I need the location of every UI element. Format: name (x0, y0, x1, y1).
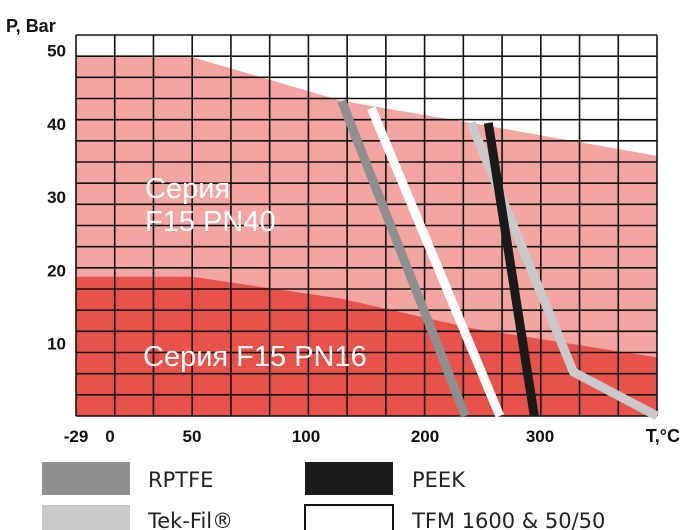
x-tick-label: -29 (64, 427, 89, 446)
region-label-line: F15 PN40 (145, 206, 276, 238)
x-tick-label: 50 (183, 427, 202, 446)
series-line-rptfe (337, 99, 470, 418)
region-label-pn16: Серия F15 PN16 (143, 341, 367, 373)
legend-swatch-tek-fil- (42, 505, 130, 530)
y-tick-label: 30 (47, 188, 66, 207)
regions-layer (76, 57, 657, 416)
x-axis-title: T,°C (646, 426, 680, 446)
legend-swatch-tfm-1600-50-50 (304, 504, 394, 530)
axes-layer: P, Bar 50 40 30 20 10 -29 0 50 100 200 300 T,°C (6, 16, 680, 446)
region-label-pn40: Серия F15 PN40 (145, 173, 276, 238)
series-layer (337, 99, 660, 420)
y-tick-label: 10 (47, 335, 66, 354)
series-line-tfm-1600-50-50 (367, 106, 504, 418)
legend-swatch-rptfe (42, 462, 130, 495)
x-tick-label: 0 (105, 427, 114, 446)
y-tick-label: 40 (47, 115, 66, 134)
y-tick-label: 20 (47, 261, 66, 280)
legend-label-tek-fil-: Tek-Fil® (147, 509, 233, 530)
region-labels-layer: Серия F15 PN40 Серия F15 PN16 (143, 173, 367, 373)
legend-label-tfm-1600-50-50: TFM 1600 & 50/50 (411, 509, 605, 530)
x-tick-label: 300 (526, 427, 554, 446)
legend-label-peek: PEEK (412, 468, 466, 492)
region-area-1 (76, 276, 657, 416)
legend-label-rptfe: RPTFE (148, 468, 213, 492)
y-tick-label: 50 (47, 42, 66, 61)
legend-swatch-peek (305, 462, 393, 495)
y-axis-title: P, Bar (6, 16, 56, 36)
x-tick-label: 200 (411, 427, 439, 446)
region-label-line: Серия (145, 173, 230, 205)
x-tick-label: 100 (292, 427, 320, 446)
legend-layer: RPTFE PEEK Tek-Fil® TFM 1600 & 50/50 (42, 462, 605, 530)
series-line-peek (483, 122, 539, 417)
